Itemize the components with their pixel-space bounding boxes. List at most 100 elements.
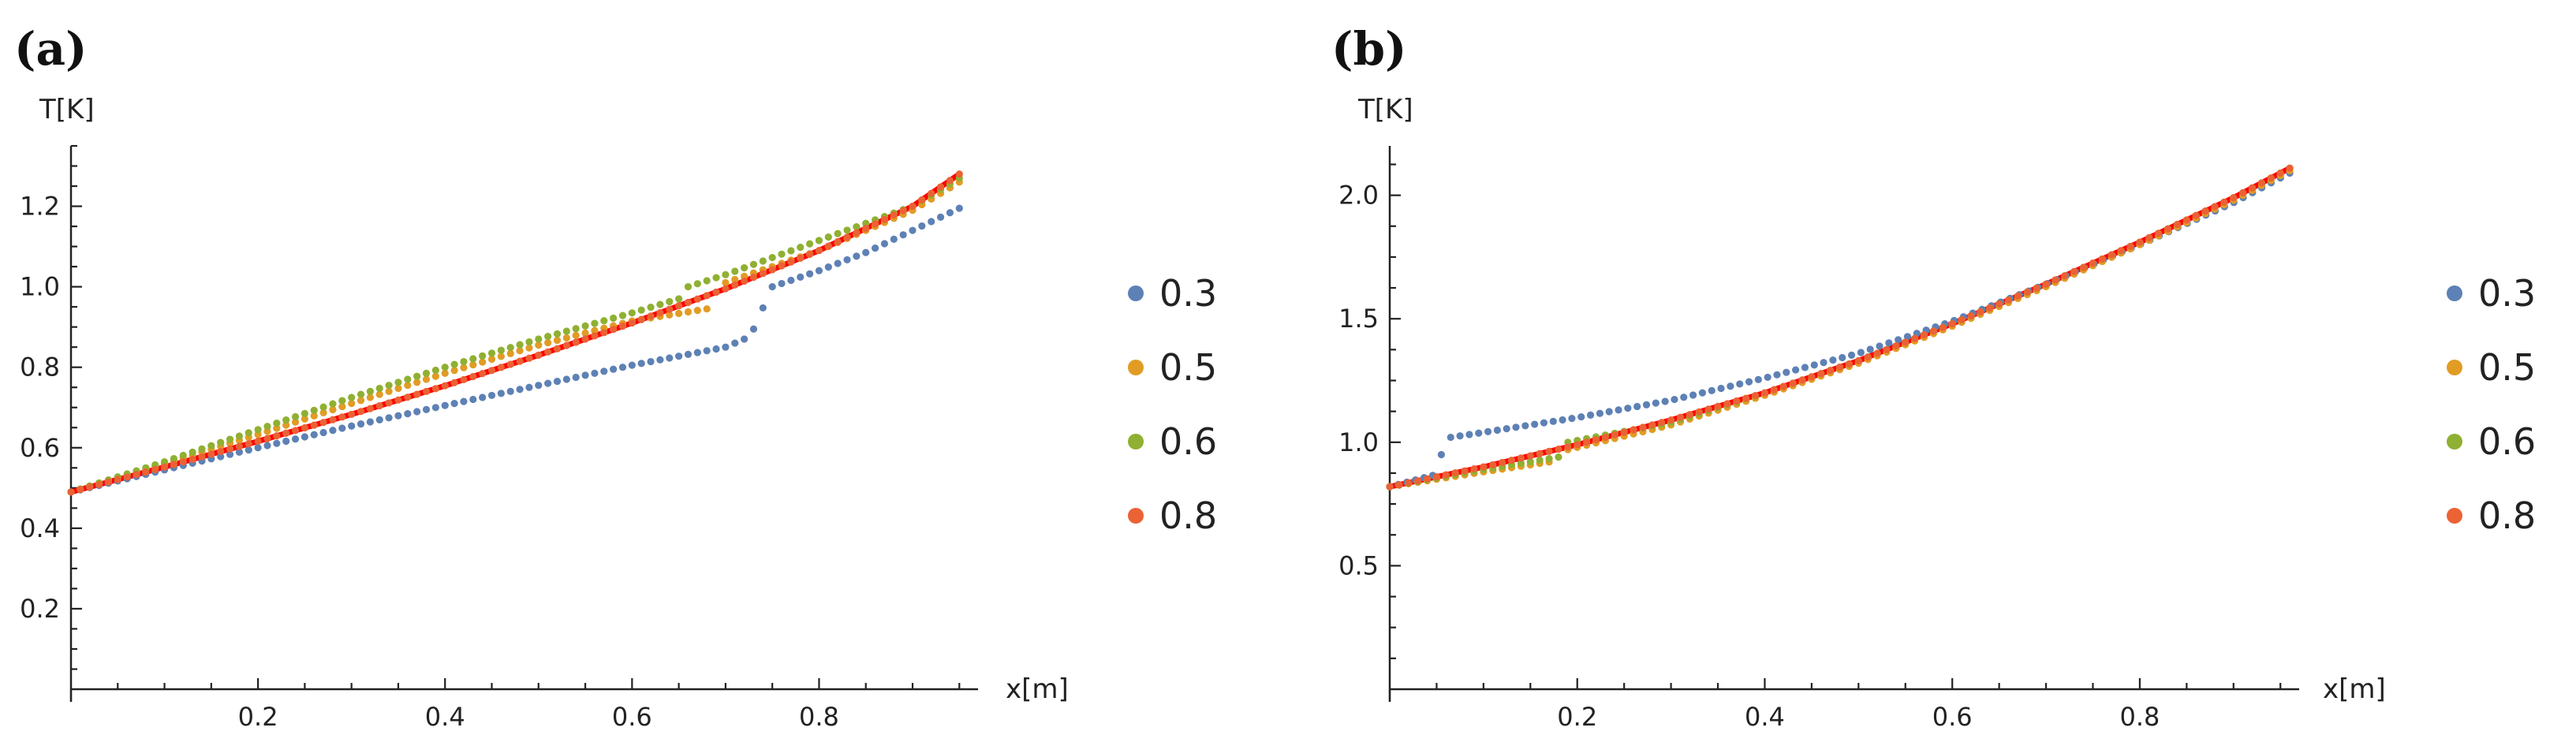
- data-point: [319, 419, 327, 427]
- data-point: [581, 322, 589, 330]
- data-point: [263, 423, 271, 431]
- data-point: [955, 170, 963, 178]
- data-point: [553, 377, 562, 386]
- data-point: [1568, 414, 1576, 423]
- data-point: [1920, 330, 1928, 339]
- data-point: [562, 334, 570, 342]
- panel-b-x-axis-label: x[m]: [2323, 673, 2386, 705]
- data-point: [1810, 361, 1818, 369]
- y-tick-label: 1.2: [20, 192, 60, 222]
- data-point: [1624, 405, 1632, 412]
- data-point: [1789, 379, 1797, 387]
- data-point: [880, 240, 889, 248]
- data-point: [909, 226, 917, 234]
- data-point: [1517, 454, 1525, 462]
- data-point: [553, 330, 562, 338]
- data-point: [375, 384, 383, 393]
- data-point: [338, 402, 346, 411]
- panel-b-y-axis-label: T[K]: [1357, 94, 1413, 125]
- data-point: [273, 424, 281, 432]
- data-point: [1847, 351, 1856, 359]
- data-point: [394, 379, 402, 386]
- panel-b-label: (b): [1331, 22, 1406, 76]
- data-point: [787, 276, 795, 285]
- data-point: [768, 283, 776, 291]
- series-0.5: [1386, 166, 2294, 490]
- data-point: [1489, 461, 1497, 468]
- data-point: [1827, 367, 1835, 375]
- data-point: [1698, 389, 1707, 397]
- data-point: [329, 416, 337, 423]
- data-point: [815, 247, 823, 255]
- data-point: [301, 433, 308, 441]
- data-point: [385, 387, 393, 395]
- data-point: [1754, 375, 1762, 383]
- data-point: [731, 275, 739, 284]
- data-point: [936, 213, 945, 221]
- data-point: [245, 446, 252, 454]
- data-point: [853, 252, 861, 260]
- data-point: [1437, 450, 1445, 459]
- y-tick-label: 1.0: [20, 272, 60, 302]
- data-point: [722, 278, 730, 287]
- data-point: [544, 348, 552, 356]
- data-point: [479, 370, 487, 378]
- data-point: [787, 258, 795, 266]
- data-point: [759, 270, 767, 278]
- data-point: [245, 440, 252, 448]
- data-point: [1892, 342, 1900, 350]
- data-point: [1447, 433, 1454, 442]
- data-point: [479, 352, 487, 360]
- reference-curve: [1389, 166, 2291, 490]
- data-point: [1689, 391, 1697, 399]
- data-point: [273, 420, 281, 427]
- data-point: [834, 229, 842, 237]
- data-point: [2033, 284, 2040, 292]
- data-point: [693, 307, 701, 315]
- data-point: [1456, 432, 1464, 440]
- data-point: [516, 341, 524, 349]
- data-point: [815, 237, 823, 244]
- data-point: [254, 444, 262, 452]
- data-point: [591, 332, 599, 340]
- data-point: [413, 408, 421, 416]
- data-point: [1620, 428, 1628, 436]
- legend-label: 0.5: [2478, 346, 2536, 389]
- data-point: [862, 248, 870, 256]
- data-point: [2276, 169, 2284, 177]
- data-point: [610, 365, 618, 373]
- data-point: [1929, 327, 1938, 335]
- data-point: [1967, 311, 1975, 320]
- data-point: [553, 345, 562, 352]
- data-point: [375, 401, 383, 410]
- panel-b-ticks: [1388, 163, 2282, 702]
- data-point: [142, 468, 150, 476]
- data-point: [1939, 323, 1947, 331]
- data-point: [1564, 443, 1572, 451]
- data-point: [77, 486, 84, 494]
- data-point: [1493, 426, 1501, 435]
- data-point: [684, 308, 693, 316]
- data-point: [741, 335, 749, 343]
- data-point: [2126, 242, 2134, 251]
- data-point: [1986, 304, 1994, 312]
- data-point: [226, 450, 234, 458]
- data-point: [2089, 259, 2097, 267]
- x-tick-label: 0.2: [238, 702, 278, 732]
- data-point: [1465, 431, 1473, 438]
- data-point: [366, 387, 374, 395]
- data-point: [179, 458, 187, 466]
- data-point: [497, 390, 505, 397]
- data-point: [1714, 402, 1722, 411]
- data-point: [768, 266, 776, 274]
- data-point: [666, 297, 674, 306]
- panel-b-tick-labels: 0.2 0.4 0.6 0.8 0.5 1.0 1.5 2.0: [1338, 181, 2160, 732]
- data-point: [497, 364, 505, 371]
- data-point: [675, 302, 683, 310]
- data-point: [1395, 481, 1403, 489]
- data-point: [946, 209, 954, 217]
- data-point: [385, 399, 393, 407]
- data-point: [226, 435, 234, 443]
- data-point: [591, 319, 599, 327]
- data-point: [553, 336, 562, 345]
